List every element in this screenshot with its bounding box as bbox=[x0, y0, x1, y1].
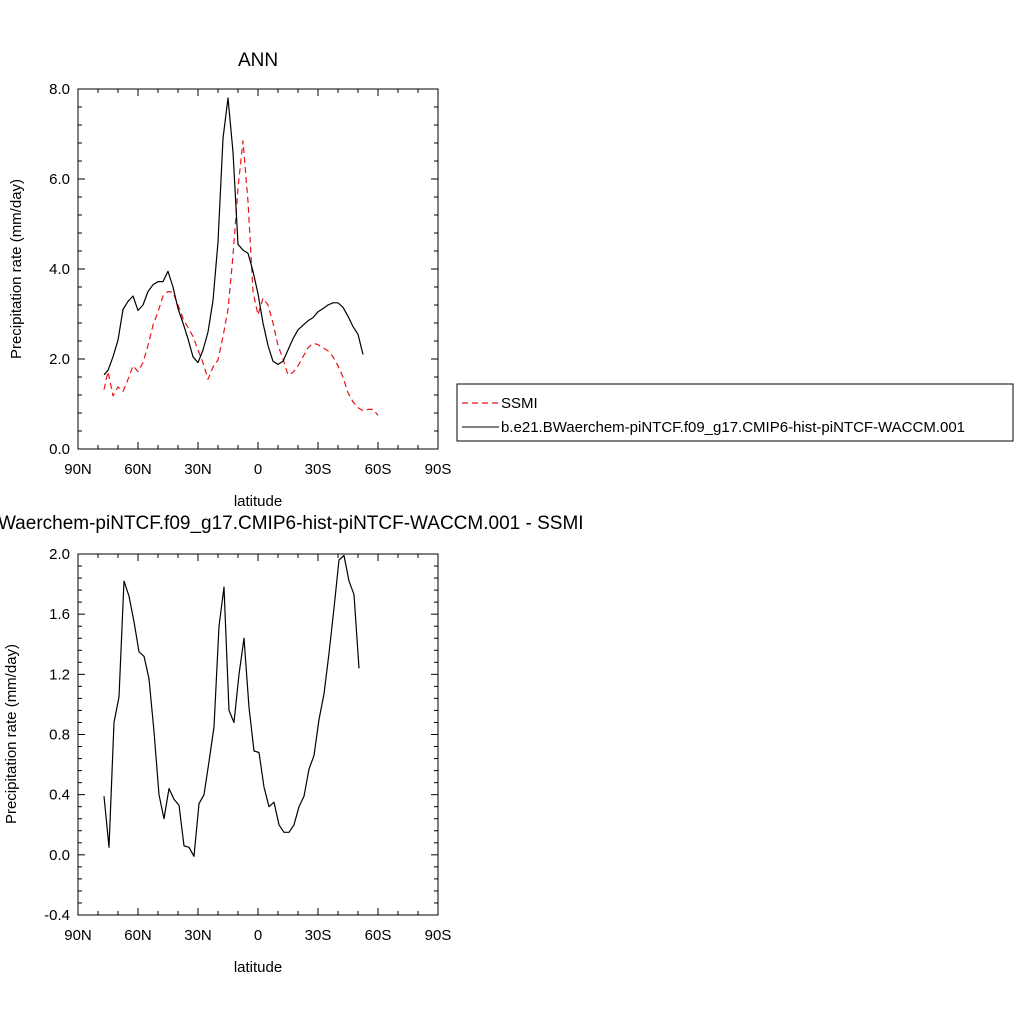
chart-bottom-xtick-label: 60S bbox=[365, 927, 392, 944]
chart-bottom-series-line-0 bbox=[103, 554, 360, 857]
chart-top-xtick-label: 30S bbox=[305, 461, 332, 478]
chart-bottom-xtick-label: 90S bbox=[425, 927, 452, 944]
chart-bottom-xtick-label: 30N bbox=[184, 927, 212, 944]
chart-top-xtick-label: 0 bbox=[254, 461, 262, 478]
chart-top-series-line-0 bbox=[103, 140, 379, 416]
chart-bottom-xtick-label: 60N bbox=[124, 927, 152, 944]
chart-top-ytick-label: 8.0 bbox=[49, 81, 70, 98]
chart-bottom-ytick-label: 1.6 bbox=[49, 606, 70, 623]
chart-bottom-xtick-label: 90N bbox=[64, 927, 92, 944]
chart-top-ytick-label: 0.0 bbox=[49, 441, 70, 458]
chart-top-series-line-1 bbox=[103, 97, 364, 376]
chart-bottom-ytick-label: -0.4 bbox=[44, 907, 70, 924]
chart-top: ANN 90N 60N 30N 0 30S 60S 90S 0.0 2.0 4.0 6.0 8.0 l… bbox=[8, 50, 451, 510]
chart-bottom: b.e21.BWaerchem-piNTCF.f09_g17.CMIP6-his… bbox=[0, 513, 584, 976]
chart-top-xlabel: latitude bbox=[234, 493, 282, 510]
chart-bottom-title: b.e21.BWaerchem-piNTCF.f09_g17.CMIP6-his… bbox=[0, 513, 584, 534]
chart-bottom-xtick-label: 30S bbox=[305, 927, 332, 944]
chart-bottom-ytick-label: 0.4 bbox=[49, 787, 70, 804]
chart-bottom-ylabel: Precipitation rate (mm/day) bbox=[3, 644, 20, 824]
chart-top-ylabel: Precipitation rate (mm/day) bbox=[8, 179, 25, 359]
chart-top-xtick-label: 30N bbox=[184, 461, 212, 478]
chart-top-xtick-label: 60S bbox=[365, 461, 392, 478]
chart-top-ytick-label: 2.0 bbox=[49, 351, 70, 368]
chart-top-xtick-label: 60N bbox=[124, 461, 152, 478]
chart-top-plot: 90N 60N 30N 0 30S 60S 90S 0.0 2.0 4.0 6.0 8.0 bbox=[49, 81, 451, 478]
chart-top-xtick-label: 90N bbox=[64, 461, 92, 478]
chart-bottom-xlabel: latitude bbox=[234, 959, 282, 976]
chart-bottom-xtick-label: 0 bbox=[254, 927, 262, 944]
legend-label-model: b.e21.BWaerchem-piNTCF.f09_g17.CMIP6-his… bbox=[501, 419, 965, 436]
chart-bottom-ytick-label: 1.2 bbox=[49, 666, 70, 683]
chart-top-xtick-label: 90S bbox=[425, 461, 452, 478]
chart-top-title: ANN bbox=[238, 50, 278, 71]
legend-box bbox=[456, 383, 1014, 442]
legend-label-ssmi: SSMI bbox=[501, 395, 538, 412]
chart-top-legend: SSMI b.e21.BWaerchem-piNTCF.f09_g17.CMIP… bbox=[456, 383, 1014, 442]
chart-bottom-ytick-label: 0.0 bbox=[49, 847, 70, 864]
chart-top-frame bbox=[77, 88, 439, 450]
chart-bottom-frame bbox=[77, 553, 439, 916]
chart-bottom-plot: 90N 60N 30N 0 30S 60S 90S -0.4 0.0 0.4 0.8 1.2 1.6 2.… bbox=[44, 546, 451, 944]
chart-bottom-ytick-label: 2.0 bbox=[49, 546, 70, 563]
chart-bottom-ytick-label: 0.8 bbox=[49, 727, 70, 744]
chart-top-ytick-label: 6.0 bbox=[49, 171, 70, 188]
chart-top-ytick-label: 4.0 bbox=[49, 261, 70, 278]
